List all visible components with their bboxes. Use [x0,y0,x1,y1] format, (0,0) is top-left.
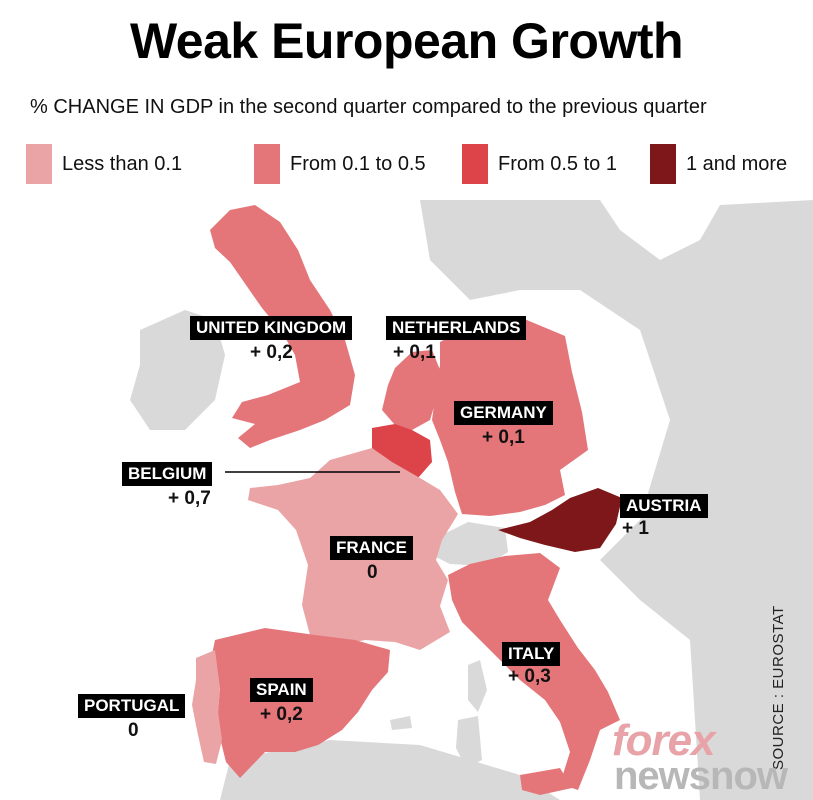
legend-swatch [462,144,488,184]
legend-label: From 0.1 to 0.5 [290,152,426,175]
legend-swatch [254,144,280,184]
label-uk: UNITED KINGDOM [190,316,353,340]
country-sicily [520,768,572,795]
page-subtitle: % CHANGE IN GDP in the second quarter co… [30,96,707,118]
country-italy [448,553,620,790]
label-portugal: PORTUGAL [78,694,186,718]
legend-item-1-and-more: 1 and more [650,144,787,184]
country-portugal [192,650,222,764]
country-spain [210,628,390,778]
land-scandinavia [420,200,813,800]
legend-swatch [650,144,676,184]
legend-swatch [26,144,52,184]
value-uk: + 0,2 [250,342,293,363]
country-netherlands [382,350,440,430]
value-belgium: + 0,7 [168,488,211,509]
land-corsica [468,660,487,712]
legend-item-less-than-0-1: Less than 0.1 [26,144,182,184]
country-belgium [372,424,432,478]
value-france: 0 [367,562,378,583]
label-netherlands: NETHERLANDS [386,316,527,340]
label-belgium: BELGIUM [122,462,213,486]
logo-newsnow: newsnow [614,754,788,798]
legend-item-0-5-to-1: From 0.5 to 1 [462,144,617,184]
source-note: SOURCE : EUROSTAT [770,605,787,770]
land-north-africa [220,740,560,800]
land-sardinia [456,716,482,768]
value-austria: + 1 [622,518,649,539]
value-spain: + 0,2 [260,704,303,725]
label-spain: SPAIN [250,678,313,702]
value-netherlands: + 0,1 [393,342,436,363]
land-ireland [130,310,225,430]
label-austria: AUSTRIA [620,494,708,518]
legend-label: From 0.5 to 1 [498,152,617,175]
label-italy: ITALY [502,642,561,666]
land-balearic [390,716,412,730]
country-austria [498,488,622,552]
logo-forex: forex [612,716,716,765]
label-france: FRANCE [330,536,413,560]
label-germany: GERMANY [454,401,553,425]
legend-label: 1 and more [686,152,788,175]
legend-label: Less than 0.1 [62,152,183,175]
land-switzerland [432,522,508,566]
value-germany: + 0,1 [482,427,525,448]
value-portugal: 0 [128,720,139,741]
background-land [130,200,813,800]
value-italy: + 0,3 [508,666,551,687]
legend-item-0-1-to-0-5: From 0.1 to 0.5 [254,144,426,184]
page-title: Weak European Growth [129,13,684,69]
